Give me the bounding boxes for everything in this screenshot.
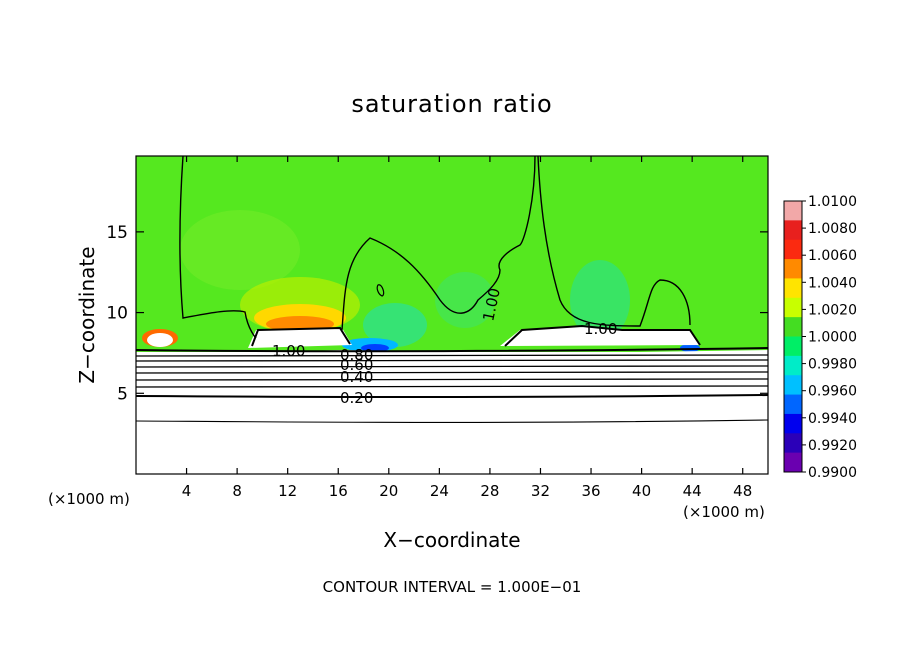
x-unit-right: (×1000 m) (683, 503, 765, 521)
colorbar-tick-label: 0.9940 (808, 411, 857, 427)
colorbar-tick-label: 1.0100 (808, 194, 857, 210)
colorbar-swatch (784, 201, 802, 221)
stable-layer (136, 350, 768, 474)
contour-label: 0.40 (340, 368, 373, 386)
x-tick-label: 20 (379, 482, 398, 500)
x-axis-label: X−coordinate (383, 528, 520, 552)
x-tick-label: 32 (531, 482, 550, 500)
colorbar-tick-label: 0.9900 (808, 465, 857, 481)
colorbar-swatch (784, 413, 802, 434)
x-tick-label: 28 (480, 482, 499, 500)
y-axis-label: Z−coordinate (75, 246, 99, 383)
y-tick-label: 15 (106, 223, 128, 243)
cloud-edge (147, 333, 173, 347)
colorbar-tick-label: 1.0040 (808, 275, 857, 291)
contour-cloud-right (504, 324, 701, 347)
colorbar-swatch (784, 297, 802, 318)
x-tick-label: 16 (329, 482, 348, 500)
colorbar-tick-label: 0.9960 (808, 384, 857, 400)
colorbar-swatch (784, 452, 802, 473)
colorbar-tick-label: 0.9920 (808, 438, 857, 454)
y-ticks: 5 10 15 (106, 223, 768, 404)
colorbar (783, 200, 803, 473)
cloud-left (248, 328, 352, 348)
y-tick-label: 5 (117, 384, 128, 404)
x-tick-label: 4 (182, 482, 192, 500)
x-tick-label: 12 (278, 482, 297, 500)
colorbar-tick-label: 1.0020 (808, 302, 857, 318)
x-ticks: 4 8 12 16 20 24 28 32 36 40 44 48 (182, 156, 752, 500)
field-patch (363, 303, 427, 347)
plot-area (136, 156, 768, 474)
colorbar-swatch (784, 317, 802, 337)
y-tick-label: 10 (106, 304, 128, 324)
x-tick-label: 40 (632, 482, 651, 500)
contour-label: 1.00 (272, 342, 305, 360)
x-tick-label: 44 (683, 482, 702, 500)
colorbar-swatch (784, 375, 802, 396)
colorbar-tick-label: 0.9980 (808, 357, 857, 373)
colorbar-tick-label: 1.0000 (808, 330, 857, 346)
contour-interval-footer: CONTOUR INTERVAL = 1.000E−01 (323, 578, 582, 596)
x-tick-label: 36 (581, 482, 600, 500)
contour-label: 0.80 (340, 346, 373, 364)
field-patch (435, 272, 495, 328)
contour-1.00-c (537, 156, 691, 327)
colorbar-swatch (784, 259, 802, 279)
contour-label: 0.60 (340, 356, 373, 374)
contour-1.00-d (376, 284, 385, 297)
x-tick-label: 24 (430, 482, 449, 500)
colorbar-swatch (784, 336, 802, 357)
chart-title: saturation ratio (351, 90, 552, 118)
cool-spot (361, 344, 389, 352)
field-patch (180, 210, 300, 290)
colorbar-tick-label: 1.0080 (808, 221, 857, 237)
x-tick-label: 48 (733, 482, 752, 500)
colorbar-tick-label: 1.0060 (808, 248, 857, 264)
colorbar-swatch (784, 394, 802, 415)
contour-cloud-left (251, 326, 351, 347)
contour-label: 0.20 (340, 389, 373, 407)
colorbar-swatch (784, 433, 802, 454)
field-patch (570, 260, 630, 340)
colorbar-swatch (784, 278, 802, 299)
colorbar-swatch (784, 355, 802, 376)
contour-1.00-a (179, 156, 257, 339)
x-unit-left: (×1000 m) (48, 490, 130, 508)
colorbar-tick-labels: 1.0100 1.0080 1.0060 1.0040 1.0020 1.0000 0.99… (802, 194, 857, 481)
contour-label: 1.00 (584, 320, 617, 338)
plot-frame (135, 155, 769, 475)
contour-1.00-b (341, 156, 536, 331)
colorbar-swatch (784, 220, 802, 241)
x-tick-label: 8 (232, 482, 242, 500)
colorbar-swatch (784, 239, 802, 260)
